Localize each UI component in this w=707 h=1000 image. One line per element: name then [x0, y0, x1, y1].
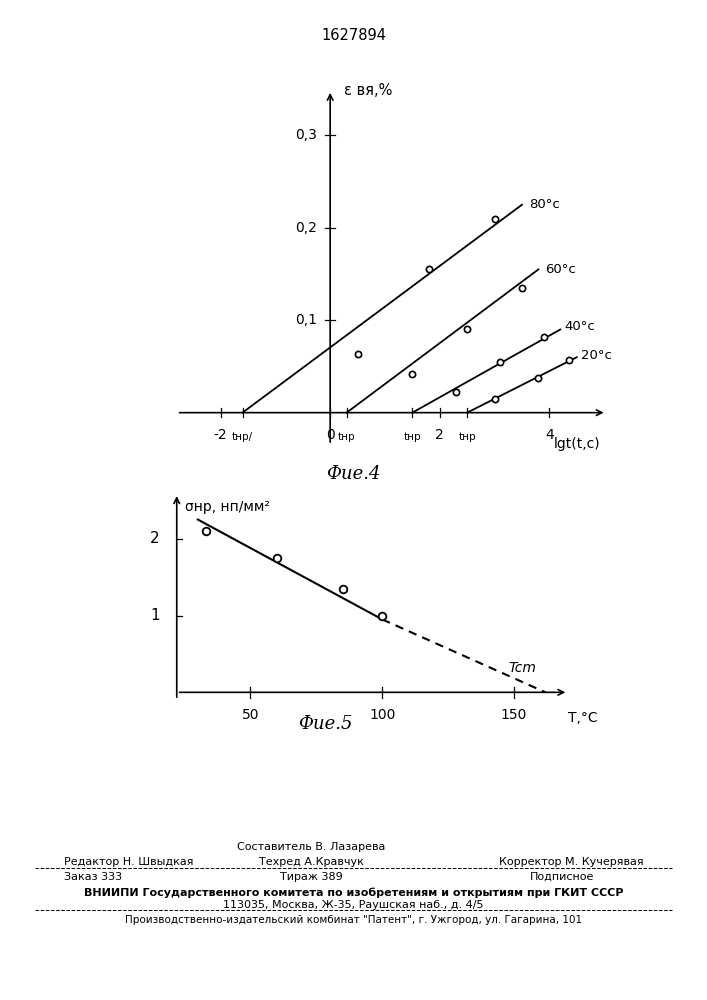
Text: ε вя,%: ε вя,% [344, 83, 392, 98]
Text: tнр: tнр [458, 432, 476, 442]
Text: Редактор Н. Швыдкая: Редактор Н. Швыдкая [64, 857, 193, 867]
Text: Заказ 333: Заказ 333 [64, 872, 122, 882]
Text: Подписное: Подписное [530, 872, 595, 882]
Text: tнр: tнр [404, 432, 421, 442]
Text: 0,2: 0,2 [295, 221, 317, 235]
Text: 2: 2 [150, 531, 160, 546]
Text: Фие.4: Фие.4 [326, 465, 381, 483]
Text: Составитель В. Лазарева: Составитель В. Лазарева [237, 842, 385, 852]
Text: 4: 4 [545, 428, 554, 442]
Text: 150: 150 [501, 708, 527, 722]
Text: 20°c: 20°c [581, 349, 612, 362]
Text: 100: 100 [369, 708, 395, 722]
Text: σнр, нп/мм²: σнр, нп/мм² [185, 500, 269, 514]
Text: 50: 50 [242, 708, 259, 722]
Text: 60°c: 60°c [546, 263, 576, 276]
Text: 1627894: 1627894 [321, 28, 386, 43]
Text: 0: 0 [326, 428, 334, 442]
Text: lgt(t,c): lgt(t,c) [554, 437, 601, 451]
Text: Фие.5: Фие.5 [298, 715, 353, 733]
Text: Производственно-издательский комбинат "Патент", г. Ужгород, ул. Гагарина, 101: Производственно-издательский комбинат "П… [125, 915, 582, 925]
Text: tнр: tнр [338, 432, 356, 442]
Text: 1: 1 [150, 608, 160, 623]
Text: 113035, Москва, Ж-35, Раушская наб., д. 4/5: 113035, Москва, Ж-35, Раушская наб., д. … [223, 900, 484, 910]
Text: -2: -2 [214, 428, 228, 442]
Text: T,°C: T,°C [568, 711, 598, 725]
Text: 80°c: 80°c [529, 198, 560, 211]
Text: 40°c: 40°c [565, 320, 595, 333]
Text: Тираж 389: Тираж 389 [280, 872, 342, 882]
Text: 0,3: 0,3 [295, 128, 317, 142]
Text: Корректор М. Кучерявая: Корректор М. Кучерявая [498, 857, 643, 867]
Text: ВНИИПИ Государственного комитета по изобретениям и открытиям при ГКИТ СССР: ВНИИПИ Государственного комитета по изоб… [83, 887, 624, 898]
Text: Tcm: Tcm [508, 661, 537, 675]
Text: 0,1: 0,1 [295, 313, 317, 327]
Text: Техред А.Кравчук: Техред А.Кравчук [259, 857, 363, 867]
Text: tнр/: tнр/ [232, 432, 253, 442]
Text: 2: 2 [436, 428, 444, 442]
